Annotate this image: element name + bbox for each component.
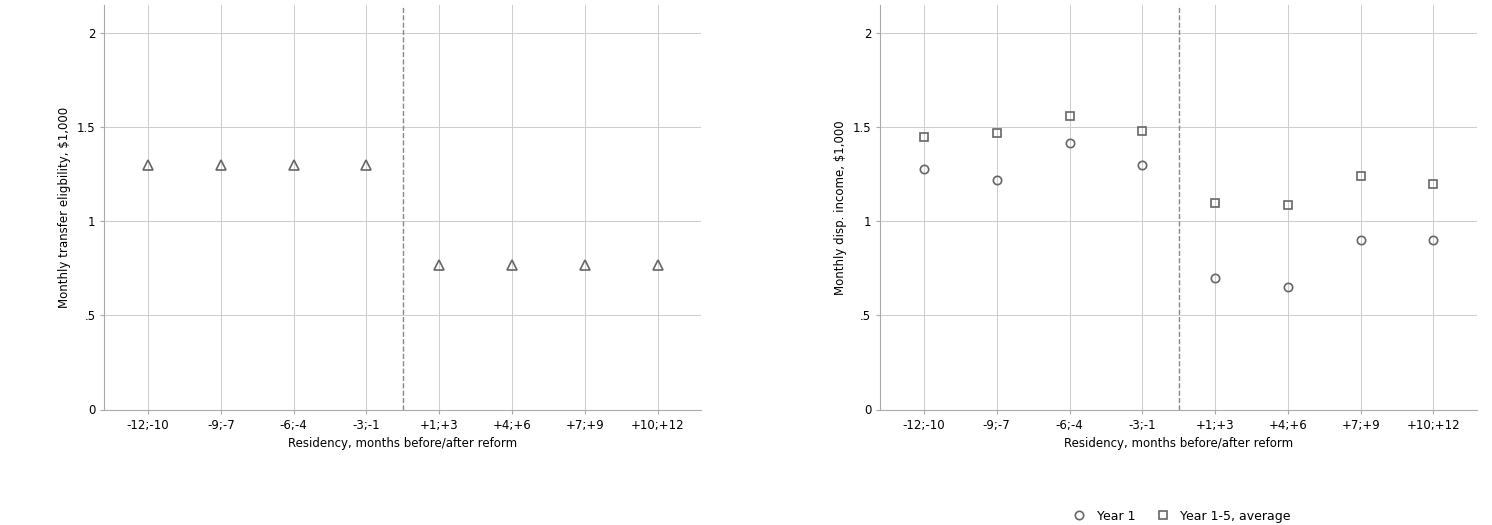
- Year 1-5, average: [1352, 173, 1370, 180]
- Year 1-5, average: [1206, 200, 1223, 206]
- Year 1-5, average: [1061, 113, 1079, 119]
- Line: Year 1: Year 1: [919, 139, 1438, 291]
- Year 1: [915, 166, 932, 172]
- Y-axis label: Monthly transfer eligbility, $1,000: Monthly transfer eligbility, $1,000: [58, 107, 72, 308]
- Line: Year 1-5, average: Year 1-5, average: [919, 112, 1438, 209]
- X-axis label: Residency, months before/after reform: Residency, months before/after reform: [1064, 437, 1294, 450]
- Legend: Year 1, Year 1-5, average: Year 1, Year 1-5, average: [1062, 505, 1295, 525]
- Year 1: [1279, 284, 1297, 290]
- Year 1: [1061, 139, 1079, 145]
- Year 1-5, average: [1425, 181, 1443, 187]
- Year 1-5, average: [988, 130, 1006, 136]
- Year 1-5, average: [915, 134, 932, 140]
- Year 1-5, average: [1134, 128, 1152, 134]
- Year 1: [988, 177, 1006, 183]
- X-axis label: Residency, months before/after reform: Residency, months before/after reform: [288, 437, 518, 450]
- Y-axis label: Monthly disp. income, $1,000: Monthly disp. income, $1,000: [834, 120, 847, 295]
- Year 1: [1425, 237, 1443, 244]
- Year 1: [1352, 237, 1370, 244]
- Year 1-5, average: [1279, 202, 1297, 208]
- Year 1: [1206, 275, 1223, 281]
- Year 1: [1134, 162, 1152, 168]
